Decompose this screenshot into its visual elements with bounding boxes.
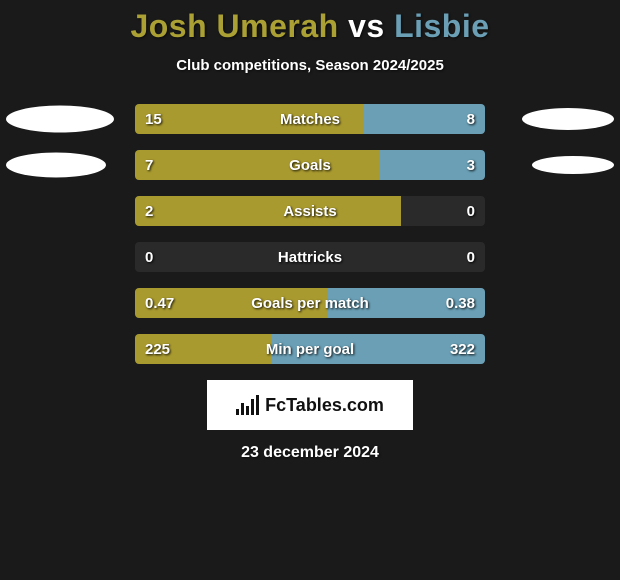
player2-value: 0 xyxy=(457,242,485,272)
player1-marker xyxy=(6,153,106,178)
stats-rows: 15 Matches 8 7 Goals 3 2 Assists xyxy=(0,104,620,364)
stat-row-hattricks: 0 Hattricks 0 xyxy=(0,242,620,272)
brand-logo-icon xyxy=(236,395,259,415)
player2-marker xyxy=(532,156,614,174)
bar-track: 7 Goals 3 xyxy=(135,150,485,180)
subtitle: Club competitions, Season 2024/2025 xyxy=(0,57,620,74)
player2-bar xyxy=(328,288,486,318)
footer-date: 23 december 2024 xyxy=(0,444,620,462)
stat-row-assists: 2 Assists 0 xyxy=(0,196,620,226)
player1-bar xyxy=(135,150,380,180)
stat-row-min-per-goal: 225 Min per goal 322 xyxy=(0,334,620,364)
player2-bar xyxy=(380,150,485,180)
player1-marker xyxy=(6,106,114,133)
player1-bar xyxy=(135,196,401,226)
player2-name: Lisbie xyxy=(394,8,489,44)
stat-label: Hattricks xyxy=(135,242,485,272)
bar-track: 2 Assists 0 xyxy=(135,196,485,226)
bar-track: 225 Min per goal 322 xyxy=(135,334,485,364)
stat-row-goals: 7 Goals 3 xyxy=(0,150,620,180)
player1-name: Josh Umerah xyxy=(130,8,338,44)
bar-track: 0 Hattricks 0 xyxy=(135,242,485,272)
player1-bar xyxy=(135,334,272,364)
comparison-title: Josh Umerah vs Lisbie xyxy=(0,8,620,45)
player2-bar xyxy=(363,104,486,134)
bar-track: 15 Matches 8 xyxy=(135,104,485,134)
player2-marker xyxy=(522,108,614,130)
player2-value: 0 xyxy=(457,196,485,226)
vs-text: vs xyxy=(348,8,385,44)
brand-text: FcTables.com xyxy=(265,395,384,416)
player1-bar xyxy=(135,104,363,134)
brand-badge: FcTables.com xyxy=(207,380,413,430)
bar-track: 0.47 Goals per match 0.38 xyxy=(135,288,485,318)
stat-row-matches: 15 Matches 8 xyxy=(0,104,620,134)
player1-value: 0 xyxy=(135,242,163,272)
player2-bar xyxy=(272,334,486,364)
stat-row-goals-per-match: 0.47 Goals per match 0.38 xyxy=(0,288,620,318)
player1-bar xyxy=(135,288,328,318)
